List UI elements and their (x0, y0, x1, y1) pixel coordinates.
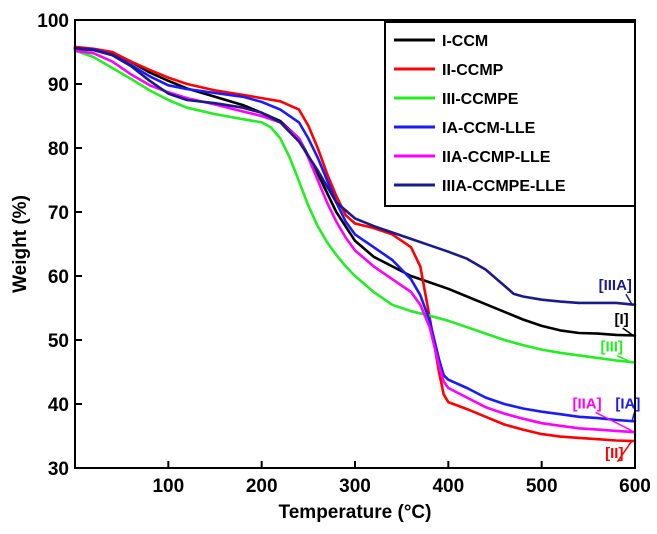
y-tick-label: 50 (48, 331, 69, 352)
series-layer (73, 45, 637, 443)
annotation-leader (625, 293, 633, 306)
legend-label: IIIA-CCMPE-LLE (442, 178, 566, 195)
legend-entries: I-CCM II-CCMP III-CCMPE IA-CCM-LLE IIA-CCMP-… (394, 33, 566, 195)
series-line-0 (73, 47, 637, 337)
series-annotation: [IIA] (572, 395, 601, 412)
legend-label: IA-CCM-LLE (442, 120, 536, 137)
legend: I-CCM II-CCMP III-CCMPE IA-CCM-LLE IIA-CCMP-… (384, 21, 636, 207)
y-tick-label: 60 (48, 267, 69, 288)
series-annotation: [IA] (615, 395, 640, 412)
x-axis-title: Temperature (°C) (279, 502, 432, 523)
y-axis-title: Weight (%) (10, 195, 31, 293)
x-tick-label: 100 (152, 476, 184, 497)
x-tick-label: 500 (526, 476, 558, 497)
series-annotation: [I] (614, 311, 628, 328)
legend-label: II-CCMP (442, 62, 504, 79)
series-line-2 (73, 49, 637, 364)
annotation-leader (616, 440, 633, 463)
y-tick-label: 70 (48, 203, 69, 224)
series-line-3 (73, 46, 637, 423)
annotation-leader (622, 327, 633, 336)
annotation-layer: [IIIA] [I] [III] [IIA] [IA] [II] (572, 277, 640, 463)
legend-label: III-CCMPE (442, 91, 519, 108)
x-tick-label: 300 (339, 476, 371, 497)
y-tick-label: 90 (48, 75, 69, 96)
legend-label: I-CCM (442, 33, 488, 50)
x-tick-label: 400 (432, 476, 464, 497)
x-tick-label: 600 (619, 476, 651, 497)
y-tick-label: 80 (48, 139, 69, 160)
series-annotation: [IIIA] (599, 277, 632, 294)
y-tick-label: 30 (48, 459, 69, 480)
y-tick-label: 40 (48, 395, 69, 416)
annotation-leader (595, 411, 633, 432)
annotation-leader (616, 354, 631, 363)
tick-layer: 100 200 300 400 500 600 30 40 50 60 70 80 90 100 (37, 11, 651, 497)
series-line-4 (73, 49, 637, 434)
series-line-5 (73, 46, 637, 307)
legend-label: IIA-CCMP-LLE (442, 149, 551, 166)
series-annotation: [III] (600, 339, 623, 356)
y-tick-label: 100 (37, 11, 69, 32)
series-line-1 (73, 45, 637, 443)
legend-box (384, 21, 636, 207)
series-annotation: [II] (605, 445, 623, 462)
x-tick-label: 200 (246, 476, 278, 497)
